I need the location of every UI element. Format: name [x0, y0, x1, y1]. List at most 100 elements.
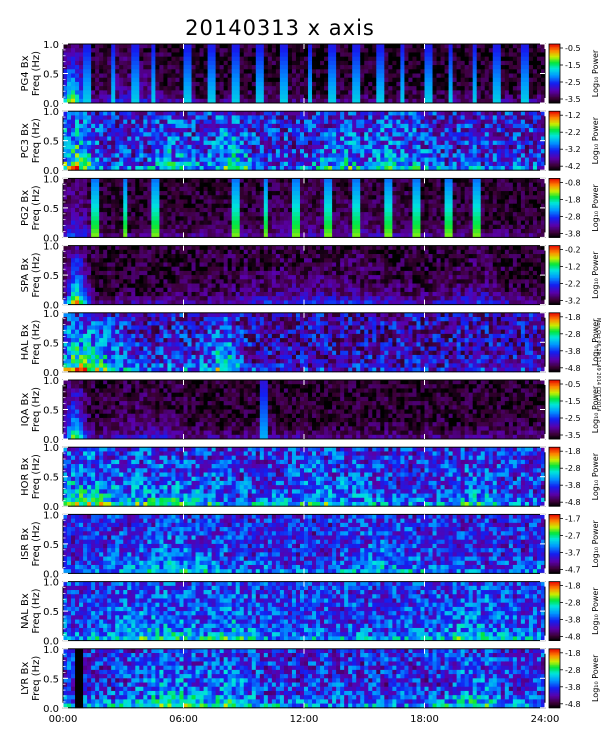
- heat-cell: [392, 165, 397, 171]
- heat-cell: [175, 207, 180, 213]
- heat-cell: [223, 86, 229, 91]
- heat-cell: [448, 195, 454, 200]
- heat-cell: [283, 44, 289, 49]
- heat-cell: [111, 86, 116, 91]
- heat-cell: [452, 52, 458, 58]
- heat-cell: [95, 153, 100, 158]
- heat-cell: [143, 48, 148, 53]
- heat-cell: [356, 216, 361, 221]
- heat-cell: [139, 60, 144, 66]
- heat-cell: [135, 77, 140, 83]
- heat-cell: [235, 81, 241, 87]
- heat-cell: [428, 207, 433, 213]
- heat-cell: [151, 182, 156, 188]
- heat-cell: [476, 212, 482, 217]
- heat-cell: [207, 191, 213, 196]
- heat-cell: [179, 81, 184, 87]
- heat-cell: [372, 144, 377, 150]
- heat-cell: [304, 182, 309, 188]
- heat-cell: [336, 216, 341, 221]
- heat-cell: [516, 144, 522, 150]
- heat-cell: [400, 161, 405, 167]
- heat-cell: [456, 140, 462, 146]
- heat-cell: [295, 44, 301, 49]
- heat-cell: [243, 153, 249, 158]
- heat-cell: [528, 94, 534, 100]
- heat-cell: [299, 140, 305, 146]
- heat-cell: [75, 56, 80, 62]
- heat-cell: [239, 48, 245, 53]
- heat-cell: [195, 161, 200, 167]
- heat-cell: [163, 149, 168, 154]
- heat-cell: [107, 140, 112, 146]
- heat-cell: [412, 182, 417, 188]
- heat-cell: [396, 149, 401, 154]
- heat-cell: [271, 149, 277, 154]
- heat-cell: [79, 98, 84, 104]
- heat-cell: [75, 119, 80, 125]
- heat-cell: [376, 77, 381, 83]
- heat-cell: [155, 224, 160, 230]
- heat-cell: [195, 123, 200, 129]
- heat-cell: [384, 123, 389, 129]
- heat-cell: [380, 165, 385, 171]
- heat-cell: [195, 195, 200, 200]
- heat-cell: [203, 119, 208, 125]
- heat-cell: [316, 195, 321, 200]
- heat-cell: [291, 48, 297, 53]
- heat-cell: [360, 195, 365, 200]
- heat-cell: [372, 212, 377, 217]
- heat-cell: [115, 149, 120, 154]
- heat-cell: [424, 60, 429, 66]
- heat-cell: [295, 119, 301, 125]
- heat-cell: [392, 144, 397, 150]
- heat-cell: [468, 119, 474, 125]
- heat-cell: [308, 73, 313, 79]
- heat-cell: [528, 48, 534, 53]
- heat-cell: [440, 161, 445, 167]
- heat-cell: [400, 77, 405, 83]
- heat-cell: [171, 111, 176, 116]
- heat-cell: [191, 65, 196, 70]
- heat-cell: [215, 56, 221, 62]
- heat-cell: [75, 60, 80, 66]
- colorbar-cell: [549, 97, 560, 99]
- heat-cell: [207, 224, 213, 230]
- heat-cell: [239, 182, 245, 188]
- heat-cell: [295, 182, 301, 188]
- heat-cell: [63, 123, 68, 129]
- heat-cell: [223, 233, 229, 238]
- heat-cell: [472, 186, 478, 192]
- heat-cell: [103, 228, 108, 234]
- heat-cell: [107, 52, 112, 58]
- heat-cell: [175, 216, 180, 221]
- heat-cell: [63, 195, 68, 200]
- heat-cell: [207, 136, 213, 142]
- heat-cell: [524, 60, 530, 66]
- heat-cell: [532, 119, 538, 125]
- heat-cell: [271, 60, 277, 66]
- heat-cell: [263, 94, 269, 100]
- heat-cell: [247, 178, 253, 184]
- heat-cell: [308, 44, 313, 49]
- heat-cell: [199, 115, 204, 121]
- heat-cell: [67, 149, 72, 154]
- y-tick-label: 1.0: [43, 107, 59, 118]
- heat-cell: [187, 44, 192, 49]
- heat-cell: [131, 191, 136, 196]
- heat-cell: [364, 77, 369, 83]
- heat-cell: [291, 195, 297, 200]
- heat-cell: [207, 77, 213, 83]
- heat-cell: [512, 165, 518, 171]
- heat-cell: [404, 73, 409, 79]
- heat-cell: [372, 132, 377, 137]
- heat-cell: [263, 140, 269, 146]
- colorbar-cell: [549, 72, 560, 74]
- heat-cell: [492, 56, 498, 62]
- heat-cell: [247, 149, 253, 154]
- heat-cell: [155, 228, 160, 234]
- heat-cell: [91, 86, 96, 91]
- heat-cell: [83, 98, 88, 104]
- heat-cell: [267, 52, 273, 58]
- heat-cell: [191, 69, 196, 74]
